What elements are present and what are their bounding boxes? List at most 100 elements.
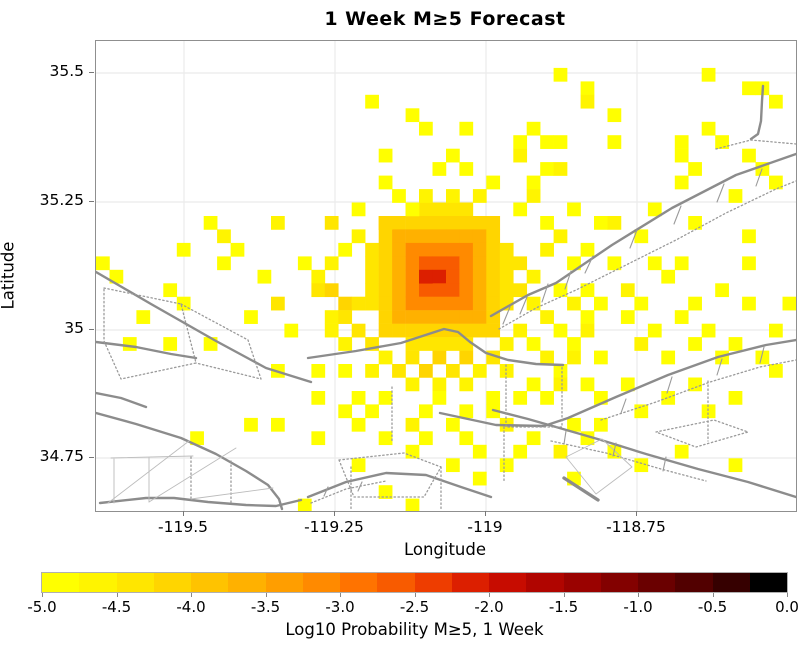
heatmap-cell	[742, 148, 756, 163]
heatmap-cell	[284, 323, 299, 338]
heatmap-cell	[446, 189, 460, 203]
heatmap-cell	[203, 216, 218, 230]
heatmap-cell	[607, 256, 622, 271]
heatmap-cell	[486, 175, 501, 190]
colorbar-tick-label: -5.0	[27, 598, 57, 616]
map-line-rung	[519, 296, 528, 315]
heatmap-cell	[365, 269, 379, 284]
heatmap-cell	[351, 296, 366, 311]
heatmap-cell	[553, 283, 568, 298]
map-line-thin	[107, 440, 190, 504]
heatmap-cell	[405, 269, 420, 284]
heatmap-cell	[459, 242, 474, 257]
heatmap-cell	[513, 323, 528, 338]
heatmap-cell	[728, 391, 743, 405]
map-line-dotted	[600, 359, 796, 421]
heatmap-cell	[432, 216, 447, 230]
heatmap-cell	[459, 404, 474, 419]
heatmap-cell	[432, 242, 447, 257]
heatmap-cell	[446, 296, 460, 311]
heatmap-cell	[620, 283, 635, 298]
map-line-dotted	[103, 287, 197, 380]
heatmap-cell	[472, 189, 487, 203]
heatmap-cell	[755, 350, 770, 365]
heatmap-cell	[122, 337, 137, 351]
heatmap-cell	[580, 310, 595, 324]
map-line-dotted	[550, 440, 707, 482]
colorbar-segment	[749, 573, 787, 592]
heatmap-cell	[661, 269, 676, 284]
heatmap-cell	[553, 377, 568, 392]
heatmap-cell	[553, 364, 568, 378]
heatmap-cell	[513, 391, 528, 405]
colorbar-tick-label: -4.5	[101, 598, 132, 616]
heatmap-cell	[244, 417, 258, 432]
x-tick-label: -118.75	[606, 518, 666, 536]
colorbar-tick-label: -3.0	[325, 598, 355, 616]
heatmap-cell	[701, 404, 716, 419]
heatmap-cell	[324, 256, 339, 271]
map-line-fault	[96, 340, 198, 360]
heatmap-cell	[701, 121, 716, 136]
colorbar-segment	[79, 573, 117, 592]
heatmap-cell	[432, 350, 447, 365]
heatmap-cell	[580, 323, 595, 338]
x-tickmark	[334, 511, 335, 516]
map-line-rung	[584, 255, 594, 274]
heatmap-cell	[405, 350, 420, 365]
heatmap-cell	[486, 296, 501, 311]
heatmap-cell	[432, 337, 447, 351]
heatmap-cell	[634, 337, 649, 351]
heatmap-cell	[486, 256, 501, 271]
heatmap-cell	[486, 391, 501, 405]
heatmap-cell	[540, 391, 554, 405]
heatmap-cell	[324, 216, 339, 230]
heatmap-cell	[432, 229, 447, 244]
heatmap-cell	[378, 323, 393, 338]
forecast-heatmap-svg	[96, 41, 796, 511]
heatmap-cell	[392, 269, 406, 284]
heatmap-cell	[472, 216, 487, 230]
heatmap-cell	[459, 202, 474, 217]
map-line-dotted	[715, 139, 796, 150]
heatmap-cell	[526, 377, 541, 392]
heatmap-cell	[136, 310, 151, 324]
heatmap-cell	[459, 269, 474, 284]
heatmap-cell	[594, 296, 608, 311]
heatmap-cell	[378, 350, 393, 365]
heatmap-cell	[540, 242, 554, 257]
heatmap-cell	[594, 417, 608, 432]
heatmap-cell	[378, 283, 393, 298]
heatmap-cell	[634, 229, 649, 244]
colorbar-tickmark	[489, 593, 490, 597]
heatmap-cell	[594, 216, 608, 230]
heatmap-cell	[338, 296, 353, 311]
heatmap-cell	[392, 189, 406, 203]
heatmap-cell	[567, 350, 581, 365]
heatmap-cell	[674, 256, 689, 271]
heatmap-cell	[634, 458, 649, 473]
map-line-thin	[565, 438, 633, 495]
heatmap-cell	[728, 189, 743, 203]
heatmap-cell	[674, 135, 689, 149]
heatmap-cell	[540, 350, 554, 365]
heatmap-cell	[674, 444, 689, 459]
heatmap-cell	[419, 269, 433, 284]
heatmap-cell	[472, 310, 487, 324]
heatmap-cell	[217, 256, 231, 271]
heatmap-cell	[567, 417, 581, 432]
heatmap-cell	[338, 337, 353, 351]
heatmap-cell	[459, 431, 474, 446]
heatmap-cell	[459, 350, 474, 365]
heatmap-cell	[459, 296, 474, 311]
heatmap-cell	[674, 310, 689, 324]
heatmap-cell	[297, 498, 312, 511]
heatmap-cell	[405, 202, 420, 217]
heatmap-cell	[715, 283, 729, 298]
heatmap-cell	[378, 216, 393, 230]
heatmap-cell	[338, 242, 353, 257]
x-tick-label: -119	[467, 518, 503, 536]
colorbar-tick-label: -2.5	[399, 598, 430, 616]
heatmap-cell	[486, 242, 501, 257]
colorbar-tick-label: -4.0	[176, 598, 206, 616]
